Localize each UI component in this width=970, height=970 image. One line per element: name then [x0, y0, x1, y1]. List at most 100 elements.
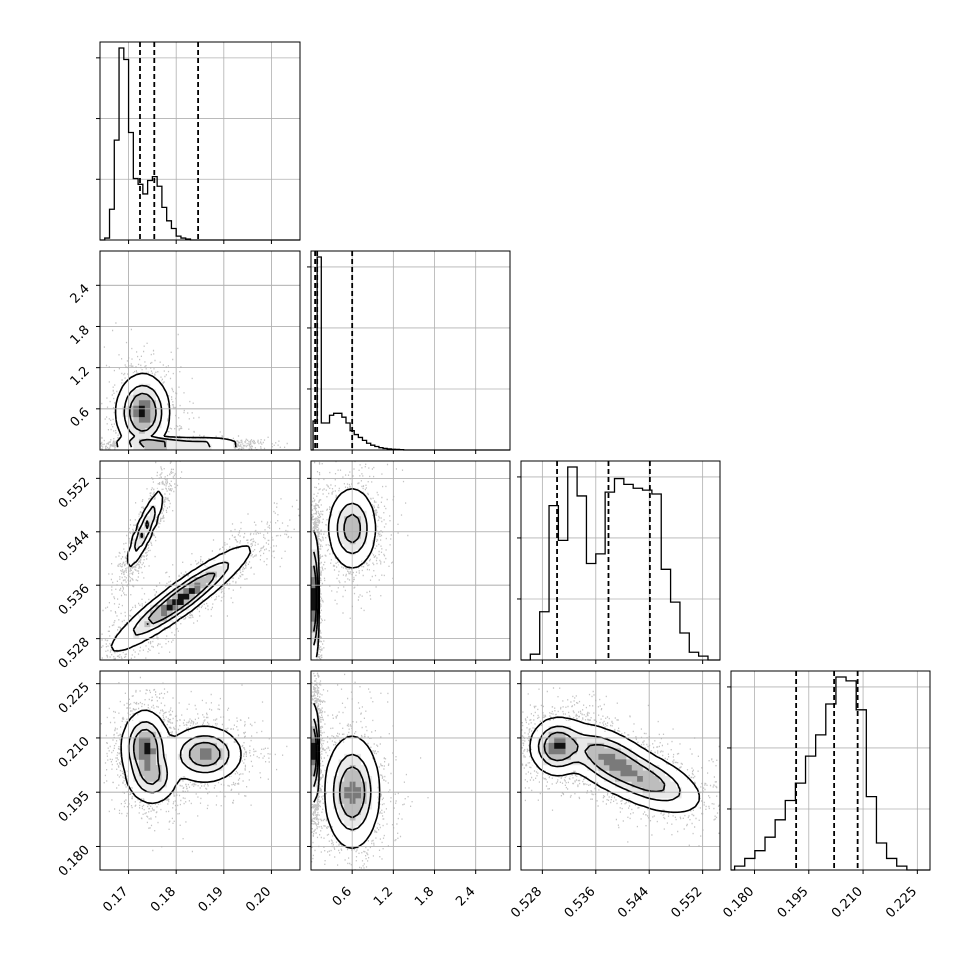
panel-2d-3_2	[521, 671, 720, 870]
hist-bin	[114, 140, 119, 240]
contour-line-0	[313, 487, 377, 658]
y-tick-label-1-1: 1.2	[68, 364, 93, 389]
panel-2d-3_0	[100, 671, 300, 870]
x-tick-label-0-2: 0.19	[196, 884, 227, 915]
density-band	[122, 709, 240, 804]
panel-frame	[310, 250, 511, 451]
x-tick-label-3-0: 0.180	[720, 884, 757, 921]
contour-line-2	[140, 520, 216, 625]
density-band	[311, 588, 317, 611]
hist-bin	[876, 843, 886, 870]
x-tick-label-3-1: 0.195	[775, 884, 812, 921]
hist-bin	[836, 677, 846, 870]
density-band	[548, 737, 643, 782]
hist-bin	[785, 801, 795, 870]
hist-bin	[540, 612, 549, 660]
y-tick-label-3-2: 0.210	[56, 734, 93, 771]
density-band	[138, 405, 145, 418]
hist-bin	[671, 602, 680, 660]
x-tick-label-3-3: 0.225	[883, 884, 920, 921]
density-band	[133, 400, 151, 423]
x-tick-label-0-1: 0.18	[148, 884, 179, 915]
contour-line-2	[132, 728, 221, 786]
y-tick-label-2-1: 0.536	[56, 581, 93, 618]
hist-bin	[661, 569, 670, 660]
contour-line-1	[313, 718, 372, 831]
hist-bin	[167, 221, 172, 240]
hist-bin	[325, 423, 329, 450]
x-tick-label-2-0: 0.528	[508, 884, 545, 921]
hist-bin	[568, 467, 577, 660]
hist-bin	[162, 207, 167, 240]
density-band	[311, 720, 373, 832]
y-tick-label-3-0: 0.180	[56, 843, 93, 880]
contour-line-1	[132, 505, 230, 636]
panel-frame	[730, 670, 931, 871]
x-tick-label-1-3: 2.4	[453, 884, 478, 909]
contour-line-2	[128, 392, 166, 448]
hist-bin	[689, 652, 698, 660]
density-band	[166, 588, 195, 611]
density-band	[133, 731, 223, 782]
x-tick-label-1-1: 1.2	[371, 884, 396, 909]
y-tick-label-1-0: 0.6	[68, 405, 93, 430]
density-band	[311, 742, 317, 760]
hist-bin	[745, 858, 755, 870]
y-tick-label-2-2: 0.544	[56, 528, 93, 565]
hist-bin	[321, 423, 325, 450]
contour-line-2	[313, 513, 362, 632]
density-band	[127, 720, 229, 793]
y-tick-label-3-3: 0.225	[56, 680, 93, 717]
hist-bin	[680, 633, 689, 660]
panel-frame	[520, 670, 721, 871]
contour-line-2	[313, 728, 366, 819]
hist-bin	[846, 681, 856, 870]
panel-frame	[99, 670, 301, 871]
contour-line-1	[313, 502, 368, 646]
hist-bin	[866, 797, 876, 870]
hist-bin	[887, 858, 897, 870]
hist-bin	[119, 48, 124, 240]
hist-bin	[806, 756, 816, 870]
x-tick-label-0-0: 0.17	[100, 884, 131, 915]
panel-frame	[99, 250, 301, 451]
hist-bin	[124, 60, 129, 240]
hist-outline-0	[100, 47, 300, 241]
hist-bin	[614, 479, 623, 660]
panel-2d-3_1	[311, 671, 510, 870]
x-tick-label-2-2: 0.544	[615, 884, 652, 921]
density-band	[311, 737, 361, 804]
hist-bin	[765, 837, 775, 870]
density-band	[138, 737, 212, 771]
hist-outline-1	[311, 256, 510, 451]
hist-bin	[338, 413, 342, 450]
hist-bin	[755, 851, 765, 870]
density-band	[144, 742, 151, 755]
panel-2d-2_0	[100, 461, 300, 660]
density-band	[111, 488, 251, 650]
x-tick-label-2-1: 0.536	[562, 884, 599, 921]
hist-bin	[633, 488, 642, 660]
hist-bin	[143, 194, 148, 240]
density-band	[311, 516, 361, 633]
x-tick-label-3-2: 0.210	[829, 884, 866, 921]
contour-line-0	[114, 372, 237, 448]
density-band	[554, 742, 566, 749]
hist-bin	[171, 228, 176, 240]
x-tick-label-1-2: 1.8	[412, 884, 437, 909]
hist-bin	[816, 735, 826, 870]
hist-outline-3	[731, 676, 930, 871]
x-tick-label-0-3: 0.20	[243, 884, 274, 915]
panel-2d-2_1	[311, 461, 510, 660]
hist-bin	[577, 496, 586, 660]
panel-frame	[99, 460, 301, 661]
hist-bin	[110, 209, 115, 240]
hist-bin	[133, 179, 138, 240]
panel-2d-1_0	[100, 251, 300, 450]
hist-bin	[157, 186, 162, 240]
hist-bin	[596, 554, 605, 660]
hist-bin	[129, 132, 134, 240]
hist-bin	[530, 654, 539, 660]
hist-bin	[558, 540, 567, 660]
